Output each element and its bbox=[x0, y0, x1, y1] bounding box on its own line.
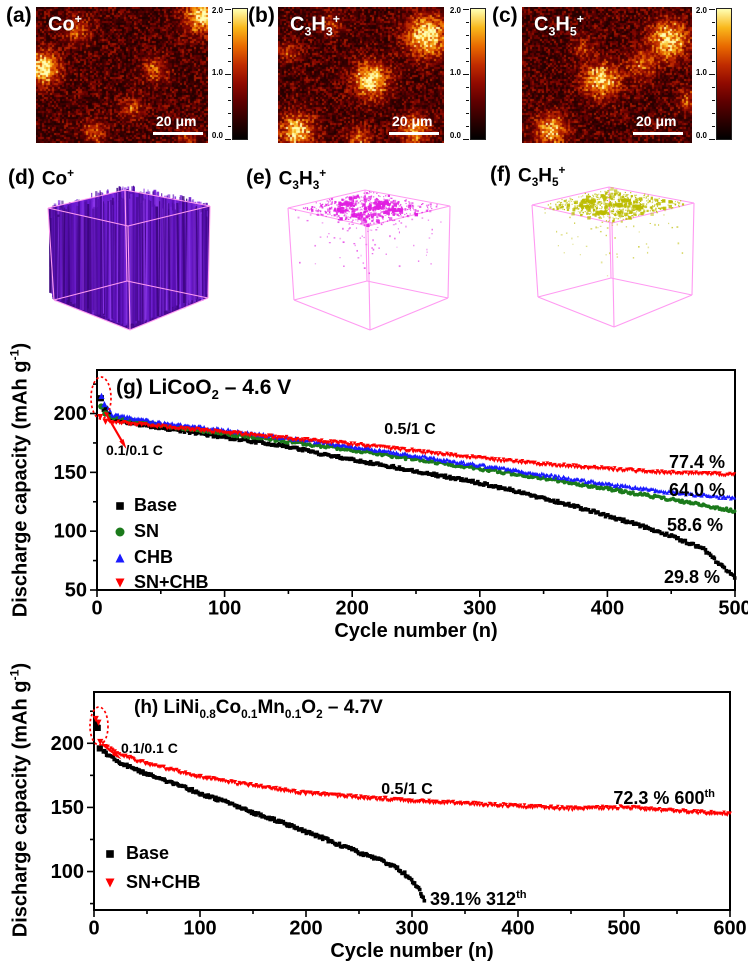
panel-a-colorbar: 2.0 1.0 0.0 bbox=[202, 6, 248, 142]
panel-b-scalebar-text: 20 μm bbox=[392, 113, 433, 129]
chart-h-title: (h) LiNi0.8Co0.1Mn0.1O2 – 4.7V bbox=[134, 697, 383, 721]
colorbar-ticks bbox=[708, 9, 715, 140]
chart-h-rate-annotation-1: 0.1/0.1 C bbox=[121, 740, 178, 756]
panel-c-scalebar-line bbox=[633, 132, 683, 135]
colorbar-tick-label: 1.0 bbox=[449, 68, 461, 77]
chart-g-retention-base: 29.8 % bbox=[663, 567, 720, 587]
colorbar-tick-label: 2.0 bbox=[449, 6, 461, 15]
panel-c-letter: (c) bbox=[492, 4, 518, 27]
colorbar-tick-label: 2.0 bbox=[695, 6, 707, 15]
chart-g-canvas bbox=[0, 336, 748, 660]
colorbar-ticks bbox=[224, 9, 231, 140]
panel-a-scalebar-text: 20 μm bbox=[156, 113, 197, 129]
chart-g-title: (g) LiCoO2 – 4.6 V bbox=[116, 376, 292, 403]
chart-h-rate-annotation-2: 0.5/1 C bbox=[381, 781, 433, 798]
panel-c-colorbar: 2.0 1.0 0.0 bbox=[686, 6, 732, 142]
colorbar-tick-label: 1.0 bbox=[211, 68, 223, 77]
colorbar-tick-label: 2.0 bbox=[211, 6, 223, 15]
panel-d-3d-render bbox=[30, 178, 245, 338]
panel-a-letter: (a) bbox=[6, 4, 32, 27]
panel-a-ion-label: Co+ bbox=[48, 12, 82, 36]
chart-g-retention-sn-chb: 77.4 % bbox=[668, 452, 725, 472]
colorbar-tick-label: 1.0 bbox=[695, 68, 707, 77]
chart-g-rate-annotation-2: 0.5/1 C bbox=[384, 421, 436, 438]
panel-f-3d-render bbox=[514, 175, 729, 335]
panel-c-ion-label: C3H5+ bbox=[534, 12, 584, 39]
panel-e-letter: (e) bbox=[246, 166, 272, 189]
panel-c-heatmap bbox=[522, 7, 692, 143]
panel-a-heatmap bbox=[36, 7, 208, 143]
panel-b-heatmap bbox=[278, 7, 444, 143]
chart-g-rate-annotation-1: 0.1/0.1 C bbox=[106, 442, 163, 458]
colorbar-tick-label: 0.0 bbox=[449, 131, 461, 140]
chart-h-retention-sn-chb: 72.3 % 600th bbox=[613, 788, 715, 808]
panel-a-scalebar-line bbox=[153, 132, 203, 135]
chart-h-canvas bbox=[0, 660, 748, 972]
colorbar-gradient bbox=[716, 8, 732, 140]
chart-g-retention-sn: 58.6 % bbox=[666, 515, 723, 535]
colorbar-ticks bbox=[462, 9, 469, 140]
panel-e-3d-render bbox=[270, 178, 485, 338]
chart-g-legend-sn: SN bbox=[134, 521, 160, 541]
panel-b-ion-label: C3H3+ bbox=[290, 12, 340, 39]
chart-g-legend-chb: CHB bbox=[134, 547, 173, 567]
chart-h-legend-sn-chb: SN+CHB bbox=[126, 872, 201, 892]
chart-h-y-axis-label: Discharge capacity (mAh g-1) bbox=[7, 662, 32, 938]
chart-g-y-axis-label: Discharge capacity (mAh g-1) bbox=[7, 342, 32, 618]
colorbar-tick-label: 0.0 bbox=[695, 131, 707, 140]
colorbar-tick-label: 0.0 bbox=[211, 131, 223, 140]
panel-b-colorbar: 2.0 1.0 0.0 bbox=[440, 6, 486, 142]
chart-h-retention-base: 39.1% 312th bbox=[430, 889, 527, 909]
chart-h-x-axis-label: Cycle number (n) bbox=[330, 940, 494, 962]
chart-g-x-axis-label: Cycle number (n) bbox=[334, 620, 498, 642]
panel-f-letter: (f) bbox=[490, 163, 511, 186]
chart-g-legend-base: Base bbox=[134, 495, 178, 515]
chart-g-legend-sn-chb: SN+CHB bbox=[134, 572, 209, 592]
panel-b-scalebar-line bbox=[389, 132, 439, 135]
panel-d-letter: (d) bbox=[8, 166, 35, 189]
panel-c-scalebar-text: 20 μm bbox=[636, 113, 677, 129]
panel-b-letter: (b) bbox=[248, 4, 275, 27]
chart-h-legend-base: Base bbox=[126, 843, 170, 863]
colorbar-gradient bbox=[232, 8, 248, 140]
chart-g-retention-chb: 64.0 % bbox=[668, 480, 725, 500]
colorbar-gradient bbox=[470, 8, 486, 140]
